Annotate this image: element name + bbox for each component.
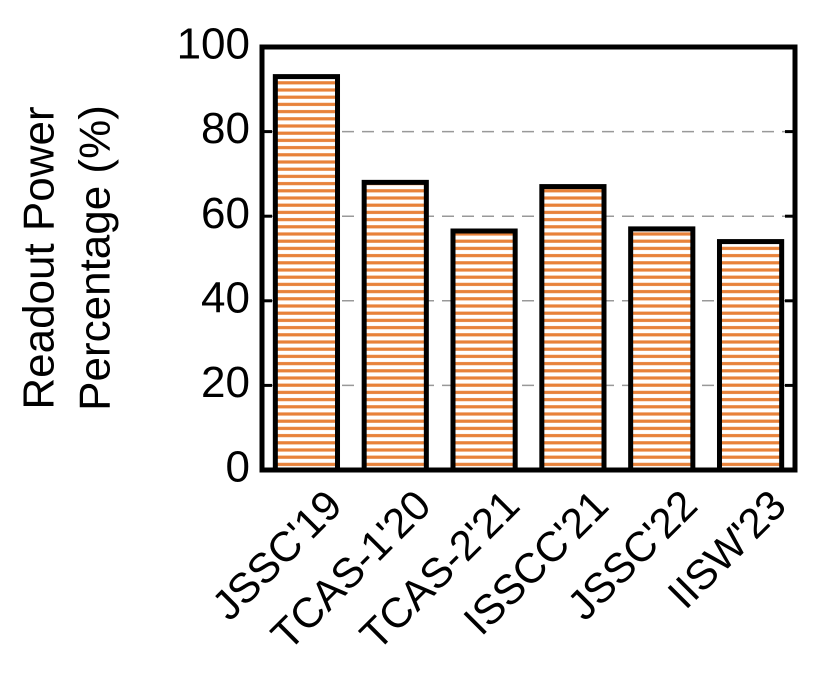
y-axis-label: Readout Power <box>15 106 64 409</box>
y-tick-label: 20 <box>201 358 250 407</box>
bar <box>361 179 429 473</box>
bar <box>272 74 341 473</box>
y-tick-label: 80 <box>201 104 250 153</box>
plot-frame <box>259 44 798 473</box>
y-tick-label: 40 <box>201 273 250 322</box>
bar <box>628 226 696 473</box>
bar <box>716 239 785 473</box>
y-tick-label: 0 <box>226 443 250 492</box>
bar <box>539 184 607 473</box>
bar <box>450 228 518 473</box>
y-tick-label: 100 <box>177 20 250 69</box>
y-axis-label: Percentage (%) <box>71 105 120 411</box>
y-tick-label: 60 <box>201 189 250 238</box>
